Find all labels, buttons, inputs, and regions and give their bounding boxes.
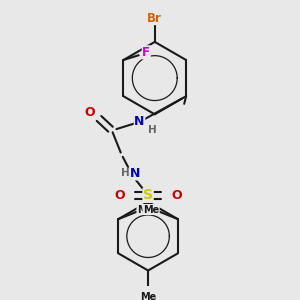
Text: Me: Me	[143, 205, 159, 214]
Text: Br: Br	[147, 12, 162, 25]
Text: O: O	[85, 106, 95, 119]
Text: N: N	[134, 116, 145, 128]
Text: H: H	[148, 124, 156, 134]
Text: Me: Me	[137, 205, 153, 214]
Text: N: N	[130, 167, 140, 180]
Text: H: H	[121, 168, 130, 178]
Text: O: O	[171, 189, 182, 202]
Text: Me: Me	[140, 292, 156, 300]
Text: F: F	[142, 46, 150, 59]
Text: O: O	[114, 189, 125, 202]
Text: S: S	[143, 188, 153, 202]
